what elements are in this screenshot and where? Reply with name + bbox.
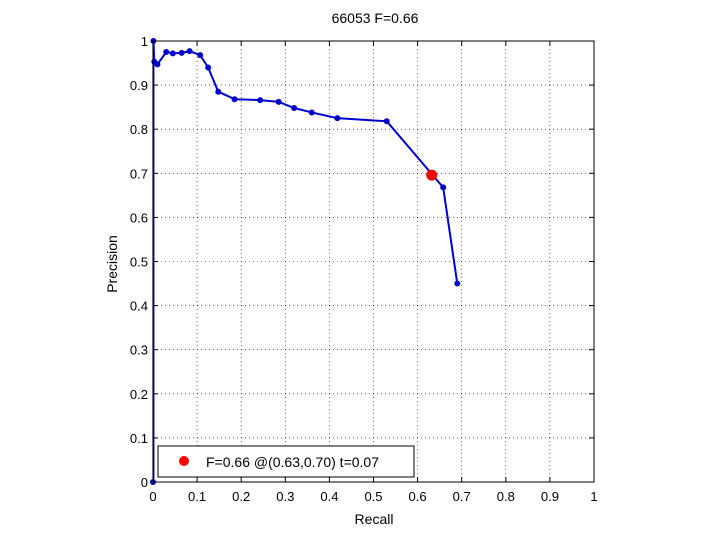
- x-axis-label: Recall: [355, 511, 394, 527]
- y-tick-label: 0.6: [130, 210, 148, 225]
- y-tick-label: 0.3: [130, 343, 148, 358]
- y-axis-label: Precision: [104, 235, 120, 293]
- y-tick-label: 0.1: [130, 431, 148, 446]
- y-tick-label: 0.9: [130, 78, 148, 93]
- y-tick-label: 0.7: [130, 166, 148, 181]
- chart-title: 66053 F=0.66: [332, 10, 419, 26]
- legend-box: [157, 445, 415, 478]
- x-tick-label: 0.1: [188, 489, 206, 504]
- data-point: [197, 52, 204, 59]
- y-tick-label: 0.5: [130, 255, 148, 270]
- x-tick-label: 0.4: [320, 489, 338, 504]
- y-tick-label: 1: [141, 34, 148, 49]
- data-point: [154, 61, 161, 68]
- data-point: [169, 50, 176, 57]
- legend-text: F=0.66 @(0.63,0.70) t=0.07: [206, 454, 379, 470]
- y-tick-label: 0.2: [130, 387, 148, 402]
- y-tick-label: 0.8: [130, 122, 148, 137]
- y-axis-ticks: 0 0.1 0.2 0.3 0.4 0.5 0.6 0.7 0.8 0.9 1: [130, 34, 594, 490]
- data-point: [308, 109, 315, 116]
- data-point: [215, 88, 222, 95]
- data-point: [454, 280, 461, 287]
- x-tick-label: 0: [149, 489, 156, 504]
- data-point: [275, 98, 282, 105]
- x-tick-label: 0.9: [541, 489, 559, 504]
- data-point: [291, 105, 298, 112]
- data-point: [334, 115, 341, 122]
- data-point: [231, 96, 238, 103]
- data-point: [383, 118, 390, 125]
- data-point: [257, 97, 264, 104]
- x-tick-label: 0.6: [409, 489, 427, 504]
- x-tick-label: 0.3: [276, 489, 294, 504]
- legend: F=0.66 @(0.63,0.70) t=0.07: [157, 445, 415, 478]
- x-tick-label: 0.2: [232, 489, 250, 504]
- data-point: [178, 49, 185, 56]
- highlight-point: [426, 169, 438, 181]
- data-point: [205, 64, 212, 71]
- data-point: [186, 48, 193, 55]
- x-axis-ticks: 0 0.1 0.2 0.3 0.4 0.5 0.6 0.7 0.8 0.9 1: [149, 41, 598, 504]
- x-tick-label: 0.5: [364, 489, 382, 504]
- grid: [153, 41, 594, 482]
- y-tick-label: 0.4: [130, 299, 148, 314]
- data-point: [440, 184, 447, 191]
- x-tick-label: 0.7: [453, 489, 471, 504]
- y-tick-label: 0: [141, 475, 148, 490]
- x-tick-label: 1: [590, 489, 597, 504]
- x-tick-label: 0.8: [497, 489, 515, 504]
- legend-marker: [179, 456, 189, 466]
- data-point: [163, 49, 170, 56]
